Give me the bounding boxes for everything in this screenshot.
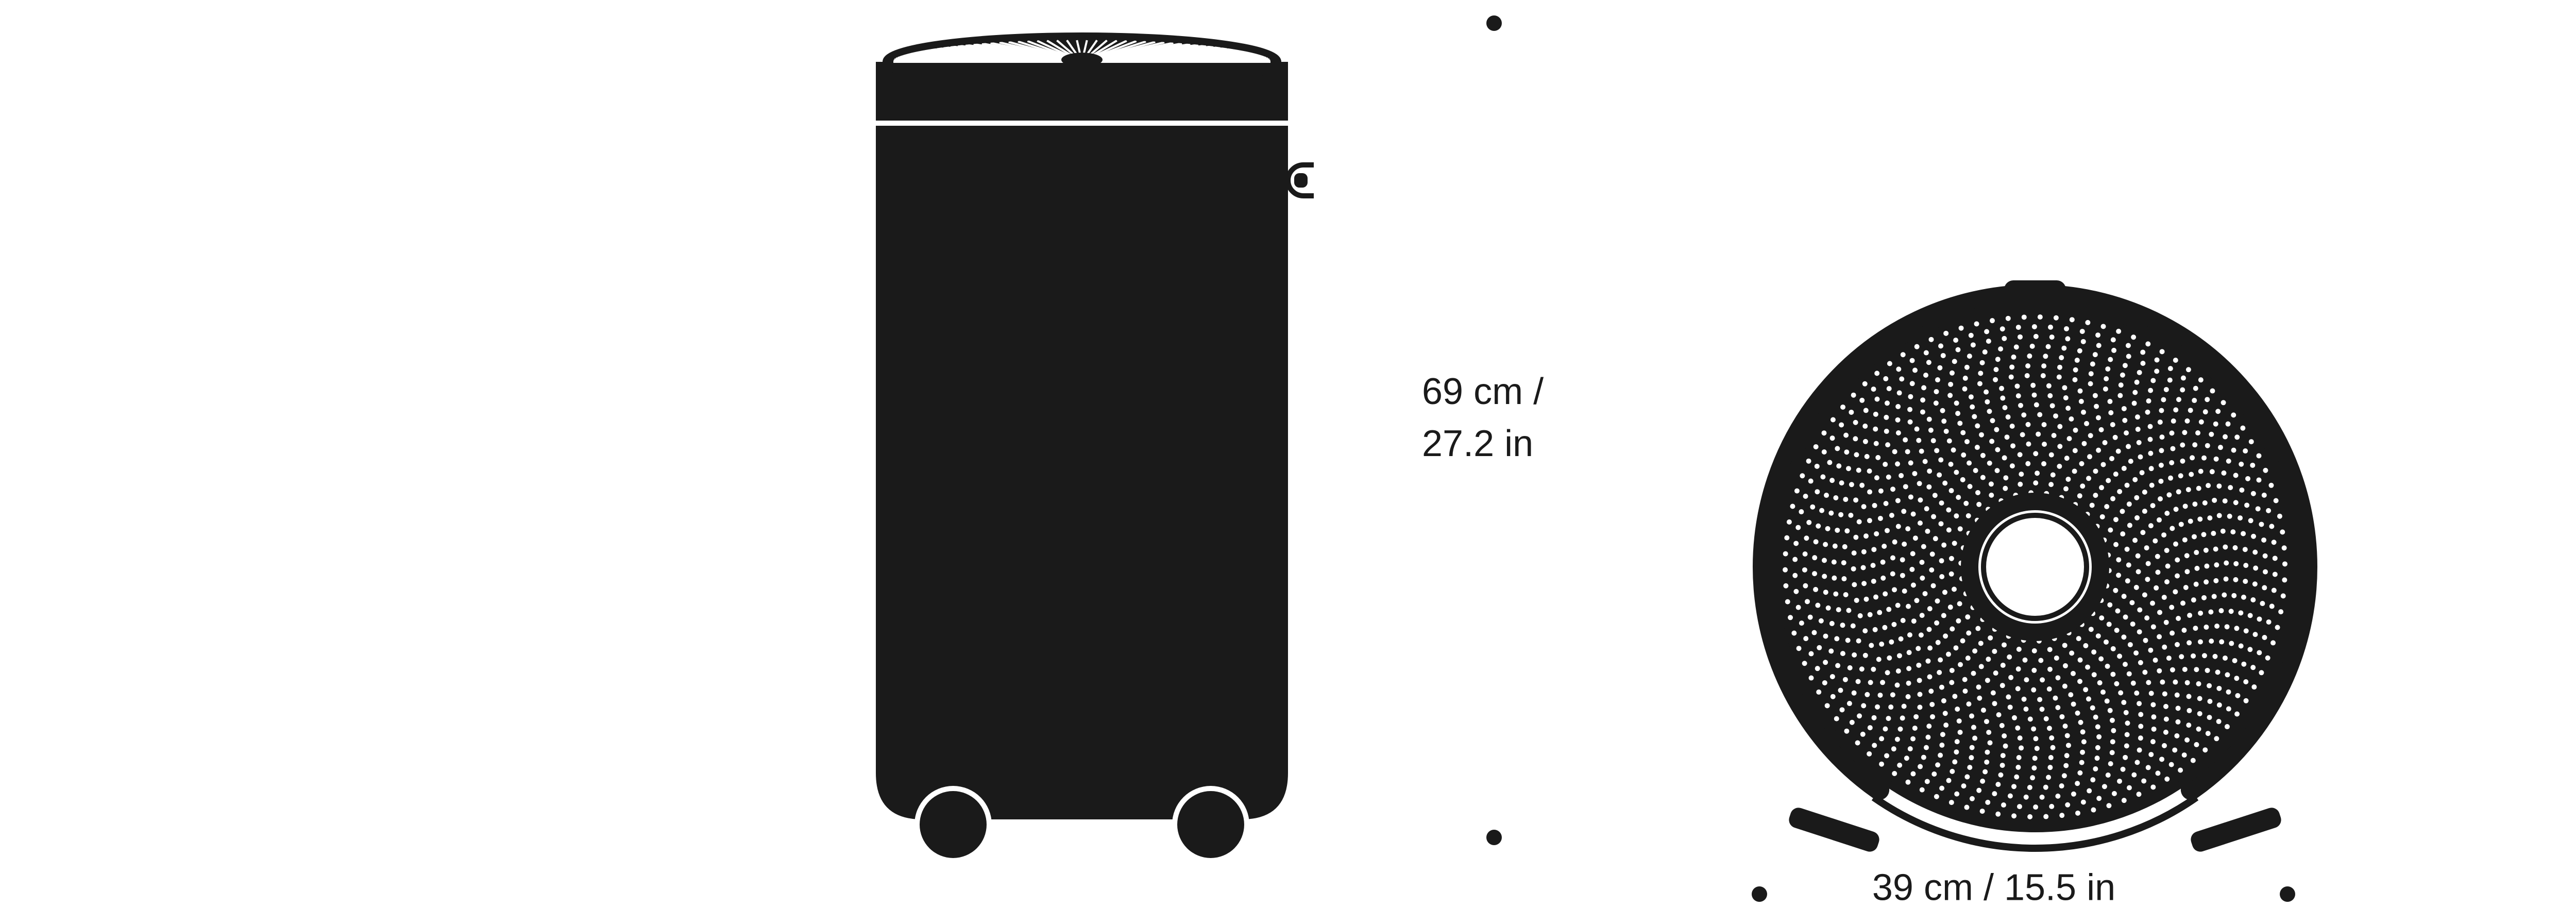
height-in: 27.2 in [1422,423,1533,464]
width-marker-right [2280,886,2295,902]
height-marker-bottom [1486,830,1502,845]
height-marker-top [1486,15,1502,31]
dimension-diagram: 69 cm / 27.2 in 39 cm / 15.5 in [0,0,2576,907]
product-top-view [1726,258,2344,876]
width-dimension-label: 39 cm / 15.5 in [1872,862,2115,907]
height-dimension-label: 69 cm / 27.2 in [1422,366,1544,470]
product-side-view [850,10,1314,861]
height-cm: 69 cm / [1422,371,1544,412]
width-text: 39 cm / 15.5 in [1872,867,2115,907]
width-marker-left [1752,886,1767,902]
